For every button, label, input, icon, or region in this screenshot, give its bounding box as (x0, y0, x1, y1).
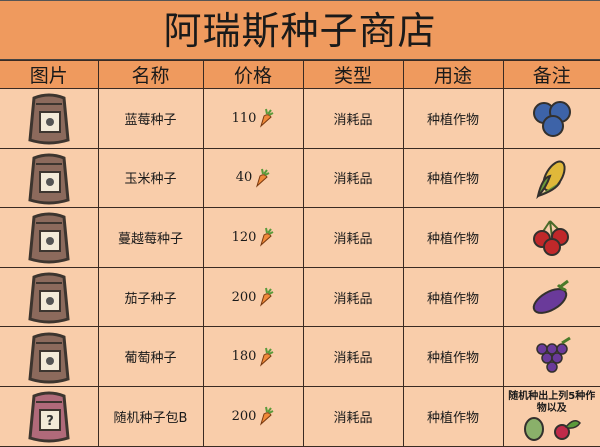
header-price: 价格 (203, 61, 303, 89)
price-value: 200 (232, 290, 257, 305)
item-name: 随机种子包B (98, 386, 203, 446)
price-value: 40 (236, 170, 253, 185)
item-name: 玉米种子 (98, 148, 203, 208)
seed-bag-image (0, 267, 98, 327)
item-note (503, 208, 600, 268)
seed-bag-image (0, 148, 98, 208)
item-price: 40 (203, 148, 303, 208)
item-name: 蓝莓种子 (98, 89, 203, 149)
price-value: 200 (232, 409, 257, 424)
table-row: 蔓越莓种子 120 消耗品 种植作物 (0, 208, 600, 268)
header-type: 类型 (303, 61, 403, 89)
table-header: 图片 名称 价格 类型 用途 备注 (0, 61, 600, 89)
item-name: 蔓越莓种子 (98, 208, 203, 268)
header-name: 名称 (98, 61, 203, 89)
item-note (503, 267, 600, 327)
item-price: 110 (203, 89, 303, 149)
svg-text:?: ? (46, 414, 54, 429)
carrot-icon (258, 108, 274, 128)
item-use: 种植作物 (403, 267, 503, 327)
item-price: 180 (203, 327, 303, 387)
table-row: 蓝莓种子 110 消耗品 种植作物 (0, 89, 600, 149)
artichoke-radish-icon (522, 421, 582, 436)
cranberry-icon (530, 230, 574, 245)
item-price: 120 (203, 208, 303, 268)
seed-bag-icon (20, 170, 78, 185)
eggplant-icon (530, 290, 574, 305)
item-type: 消耗品 (303, 208, 403, 268)
item-note (503, 148, 600, 208)
seed-table: 图片 名称 价格 类型 用途 备注 蓝莓种子 110 消耗品 种植作物 玉米种子… (0, 60, 600, 447)
carrot-icon (258, 227, 274, 247)
seed-bag-image (0, 89, 98, 149)
seed-bag-icon (20, 230, 78, 245)
seed-bag-icon (20, 349, 78, 364)
price-value: 120 (232, 230, 257, 245)
item-price: 200 (203, 386, 303, 446)
seed-bag-icon (20, 111, 78, 126)
header-note: 备注 (503, 61, 600, 89)
header-use: 用途 (403, 61, 503, 89)
item-use: 种植作物 (403, 208, 503, 268)
item-use: 种植作物 (403, 148, 503, 208)
item-type: 消耗品 (303, 386, 403, 446)
grape-icon (530, 349, 574, 364)
item-note (503, 89, 600, 149)
item-name: 茄子种子 (98, 267, 203, 327)
item-price: 200 (203, 267, 303, 327)
table-row: 玉米种子 40 消耗品 种植作物 (0, 148, 600, 208)
blueberry-icon (530, 111, 574, 126)
corn-icon (530, 170, 574, 185)
item-use: 种植作物 (403, 327, 503, 387)
seed-bag-icon: ? (20, 409, 78, 424)
carrot-icon (258, 287, 274, 307)
seed-bag-icon (20, 290, 78, 305)
price-value: 180 (232, 349, 257, 364)
item-type: 消耗品 (303, 148, 403, 208)
item-name: 葡萄种子 (98, 327, 203, 387)
item-use: 种植作物 (403, 386, 503, 446)
seed-bag-image (0, 208, 98, 268)
table-row: 葡萄种子 180 消耗品 种植作物 (0, 327, 600, 387)
price-value: 110 (232, 111, 257, 126)
item-type: 消耗品 (303, 267, 403, 327)
carrot-icon (258, 347, 274, 367)
carrot-icon (254, 168, 270, 188)
item-type: 消耗品 (303, 327, 403, 387)
item-use: 种植作物 (403, 89, 503, 149)
item-note: 随机种出上列5种作物以及 (503, 386, 600, 446)
header-image: 图片 (0, 61, 98, 89)
seed-bag-image (0, 327, 98, 387)
seed-bag-image: ? (0, 386, 98, 446)
page-title: 阿瑞斯种子商店 (0, 0, 600, 60)
note-text: 随机种出上列5种作物以及 (504, 391, 600, 415)
table-row: ? 随机种子包B 200 消耗品 种植作物 随机种出上列5种作物以及 (0, 386, 600, 446)
table-row: 茄子种子 200 消耗品 种植作物 (0, 267, 600, 327)
carrot-icon (258, 406, 274, 426)
item-note (503, 327, 600, 387)
item-type: 消耗品 (303, 89, 403, 149)
